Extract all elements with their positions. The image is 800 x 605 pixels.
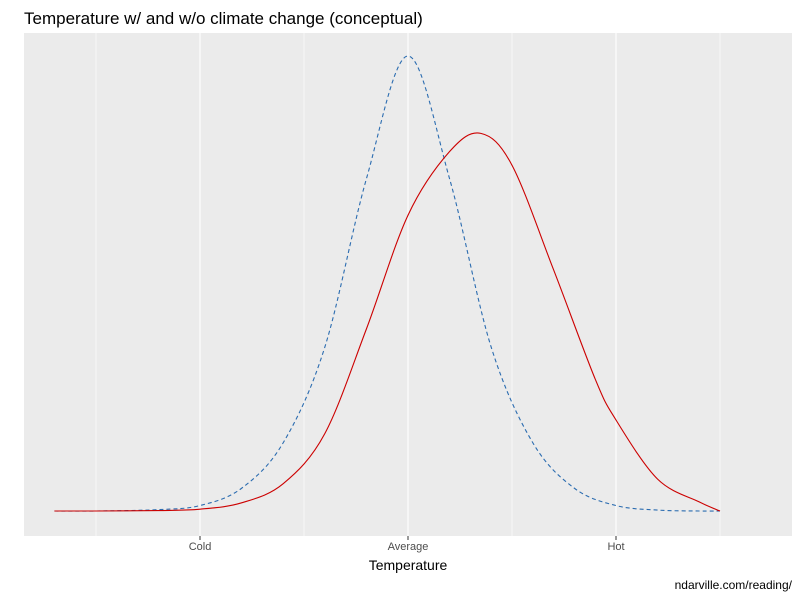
x-axis-ticks: Cold Average Hot: [189, 536, 625, 553]
x-tick-label: Average: [388, 541, 429, 553]
x-tick-label: Hot: [607, 541, 624, 553]
solid-series-line: [54, 132, 721, 512]
x-axis-title: Temperature: [369, 557, 448, 573]
x-tick-label: Cold: [189, 541, 212, 553]
dashed-series-line: [54, 55, 721, 512]
chart-title: Temperature w/ and w/o climate change (c…: [24, 9, 423, 28]
chart-caption: ndarville.com/reading/: [675, 578, 793, 592]
series-lines: [54, 55, 721, 512]
grid-lines: [95, 33, 721, 536]
